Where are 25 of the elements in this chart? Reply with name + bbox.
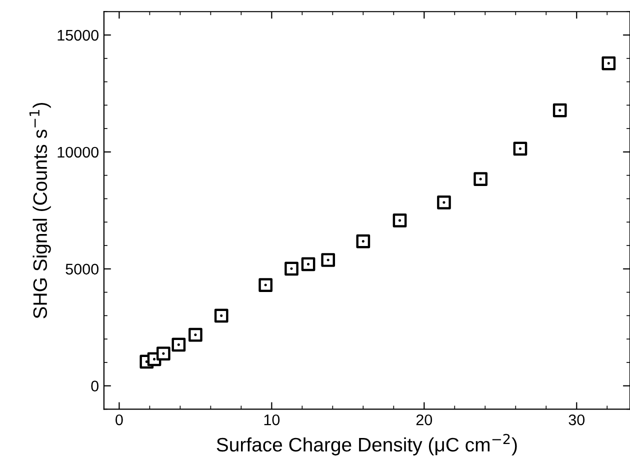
point — [188, 328, 202, 342]
point — [156, 346, 170, 360]
point — [437, 196, 451, 210]
point — [552, 103, 567, 118]
point — [301, 257, 316, 272]
x-tick-label: 0 — [116, 414, 123, 426]
point — [321, 253, 336, 267]
point — [284, 262, 298, 276]
y-tick-label: 0 — [91, 380, 98, 392]
point — [474, 172, 488, 186]
y-tick-label: 10000 — [58, 146, 98, 158]
x-axis-title: Surface Charge Density (μC cm$^{−2}$) — [216, 434, 517, 456]
y-axis-title: SHG Signal (Counts s$^{−1}$) — [29, 102, 51, 318]
y-tick-label: 5000 — [66, 264, 98, 275]
point — [214, 308, 228, 323]
x-tick-label: 10 — [264, 414, 280, 426]
x-tick-label: 20 — [416, 414, 432, 426]
point — [602, 56, 616, 70]
point — [356, 234, 370, 248]
y-tick-label: 15000 — [58, 30, 98, 41]
point — [513, 142, 528, 156]
point — [392, 214, 407, 228]
x-tick-label: 30 — [568, 414, 585, 426]
point — [258, 278, 272, 292]
point — [172, 338, 186, 352]
